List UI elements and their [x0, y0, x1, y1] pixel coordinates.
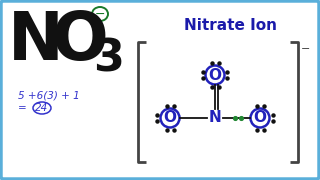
Text: Nitrate Ion: Nitrate Ion — [183, 18, 276, 33]
Text: −: − — [301, 44, 310, 54]
Text: =: = — [18, 103, 30, 113]
Text: N: N — [209, 111, 221, 125]
Text: N: N — [8, 8, 64, 74]
Text: O: O — [209, 68, 221, 82]
Text: O: O — [164, 111, 177, 125]
Text: O: O — [253, 111, 267, 125]
Text: 3: 3 — [93, 38, 124, 81]
Text: −: − — [95, 8, 105, 21]
Text: O: O — [52, 8, 109, 74]
Text: 24: 24 — [36, 103, 49, 113]
Text: 5 +6(3) + 1: 5 +6(3) + 1 — [18, 90, 80, 100]
